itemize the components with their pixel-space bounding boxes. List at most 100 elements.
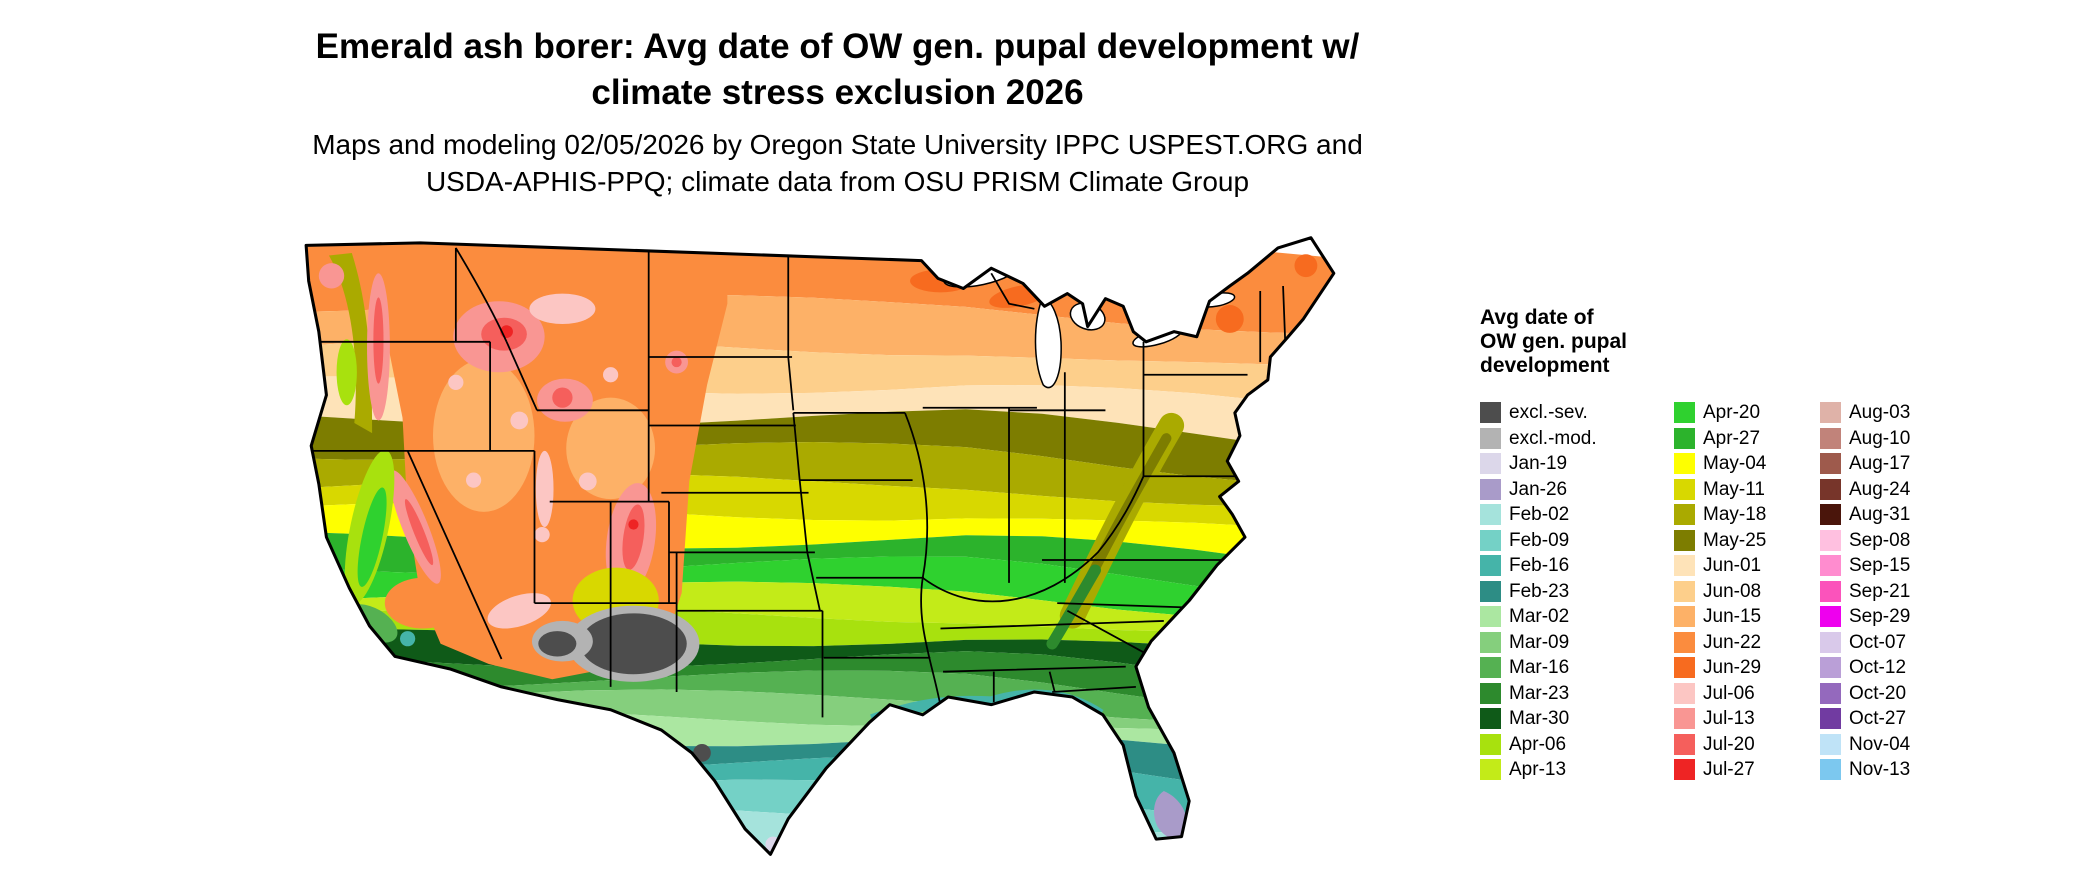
- subtitle-block: Maps and modeling 02/05/2026 by Oregon S…: [240, 127, 1435, 201]
- legend-label: Mar-30: [1509, 708, 1570, 730]
- legend-label: Apr-27: [1703, 427, 1761, 449]
- legend-label: May-18: [1703, 504, 1767, 526]
- legend-entry: excl.-sev.: [1480, 400, 1656, 426]
- legend-swatch: [1820, 427, 1841, 449]
- legend-entry: Feb-02: [1480, 502, 1656, 528]
- legend-swatch: [1674, 555, 1695, 577]
- legend-swatch: [1820, 580, 1841, 602]
- map-region-mojave: [384, 577, 461, 629]
- legend-swatch: [1480, 657, 1501, 679]
- map-region-windriver: [552, 387, 573, 408]
- map-legend: Avg date of OW gen. pupal development ex…: [1480, 306, 1928, 783]
- legend-swatch: [1674, 529, 1695, 551]
- legend-entry: Oct-12: [1820, 655, 1910, 681]
- legend-entry: Jun-08: [1674, 579, 1802, 605]
- map-region-central-valley-core: [357, 487, 387, 587]
- legend-swatch: [1480, 682, 1501, 704]
- legend-entry: May-25: [1674, 528, 1802, 554]
- legend-entry: May-18: [1674, 502, 1802, 528]
- lake-michigan: [1034, 297, 1062, 389]
- legend-entry: Apr-20: [1674, 400, 1802, 426]
- legend-swatch: [1480, 529, 1501, 551]
- legend-label: Apr-06: [1509, 733, 1567, 755]
- legend-label: Oct-20: [1849, 682, 1907, 704]
- state-borders-layer: [311, 247, 1287, 721]
- legend-entry: Jan-19: [1480, 451, 1656, 477]
- map-region-excluded-bigbend: [693, 743, 711, 762]
- map-region-excluded-severe-az: [538, 631, 577, 657]
- legend-entry: Oct-07: [1820, 630, 1910, 656]
- legend-swatch: [1820, 682, 1841, 704]
- legend-title: Avg date of OW gen. pupal development: [1480, 306, 1928, 378]
- legend-entry: Feb-23: [1480, 579, 1656, 605]
- legend-label: Aug-10: [1849, 427, 1911, 449]
- legend-entry: Jun-01: [1674, 553, 1802, 579]
- legend-entry: Oct-27: [1820, 706, 1910, 732]
- legend-label: Feb-23: [1509, 580, 1570, 602]
- map-region-adirondacks: [1215, 305, 1244, 333]
- legend-column: Apr-20 Apr-27 May-04 May-11 May-18 May-25 Jun-…: [1674, 400, 1802, 783]
- legend-label: Jul-06: [1703, 682, 1755, 704]
- legend-entry: Aug-10: [1820, 426, 1910, 452]
- map-texture-3: [510, 411, 529, 430]
- map-band-Feb-09: [306, 779, 1334, 849]
- legend-swatch: [1820, 555, 1841, 577]
- map-region-black-hills-core: [671, 357, 682, 368]
- legend-swatch: [1674, 682, 1695, 704]
- map-region-olympics: [318, 263, 345, 289]
- legend-swatch: [1820, 453, 1841, 475]
- legend-label: Nov-13: [1849, 759, 1911, 781]
- legend-swatch: [1674, 427, 1695, 449]
- us-map-figure: [230, 220, 1448, 888]
- map-region-montana-mottle: [529, 293, 596, 325]
- legend-swatch: [1480, 759, 1501, 781]
- legend-entry: Aug-17: [1820, 451, 1910, 477]
- legend-label: Aug-17: [1849, 453, 1911, 475]
- legend-swatch: [1674, 708, 1695, 730]
- legend-swatch: [1480, 606, 1501, 628]
- legend-label: Aug-31: [1849, 504, 1911, 526]
- legend-columns: excl.-sev. excl.-mod. Jan-19 Jan-26 Feb-02 Fe…: [1480, 400, 1928, 783]
- legend-swatch: [1480, 478, 1501, 500]
- legend-label: Feb-09: [1509, 529, 1570, 551]
- legend-swatch: [1674, 478, 1695, 500]
- legend-entry: Apr-06: [1480, 732, 1656, 758]
- map-texture-5: [578, 472, 597, 491]
- legend-swatch: [1820, 657, 1841, 679]
- map-region-cascades-high: [373, 297, 384, 384]
- legend-label: Jun-22: [1703, 631, 1762, 653]
- legend-swatch: [1820, 402, 1841, 424]
- legend-entry: Sep-08: [1820, 528, 1910, 554]
- legend-swatch: [1674, 453, 1695, 475]
- page-title-line-2: climate stress exclusion 2026: [591, 72, 1084, 112]
- legend-label: Sep-08: [1849, 529, 1911, 551]
- subtitle-line-1: Maps and modeling 02/05/2026 by Oregon S…: [312, 129, 1363, 160]
- legend-entry: Aug-03: [1820, 400, 1910, 426]
- legend-label: Jan-26: [1509, 478, 1568, 500]
- map-texture-1: [448, 374, 464, 391]
- legend-label: Aug-24: [1849, 478, 1911, 500]
- legend-label: Jul-13: [1703, 708, 1755, 730]
- legend-swatch: [1674, 759, 1695, 781]
- legend-label: Jul-27: [1703, 759, 1755, 781]
- legend-entry: Nov-04: [1820, 732, 1910, 758]
- legend-swatch: [1674, 631, 1695, 653]
- legend-label: Aug-03: [1849, 402, 1911, 424]
- legend-swatch: [1674, 580, 1695, 602]
- legend-swatch: [1674, 504, 1695, 526]
- map-region-colorado-peak: [628, 519, 639, 530]
- legend-title-line-3: development: [1480, 354, 1610, 377]
- legend-swatch: [1820, 529, 1841, 551]
- legend-label: May-04: [1703, 453, 1767, 475]
- legend-swatch: [1480, 733, 1501, 755]
- legend-label: Sep-29: [1849, 606, 1911, 628]
- legend-entry: Aug-24: [1820, 477, 1910, 503]
- map-region-colorado-rockies-high: [622, 504, 645, 570]
- legend-label: Sep-15: [1849, 555, 1911, 577]
- legend-label: May-25: [1703, 529, 1767, 551]
- legend-label: Mar-02: [1509, 606, 1570, 628]
- legend-label: May-11: [1703, 478, 1765, 500]
- legend-entry: Jun-22: [1674, 630, 1802, 656]
- legend-label: Jun-08: [1703, 580, 1762, 602]
